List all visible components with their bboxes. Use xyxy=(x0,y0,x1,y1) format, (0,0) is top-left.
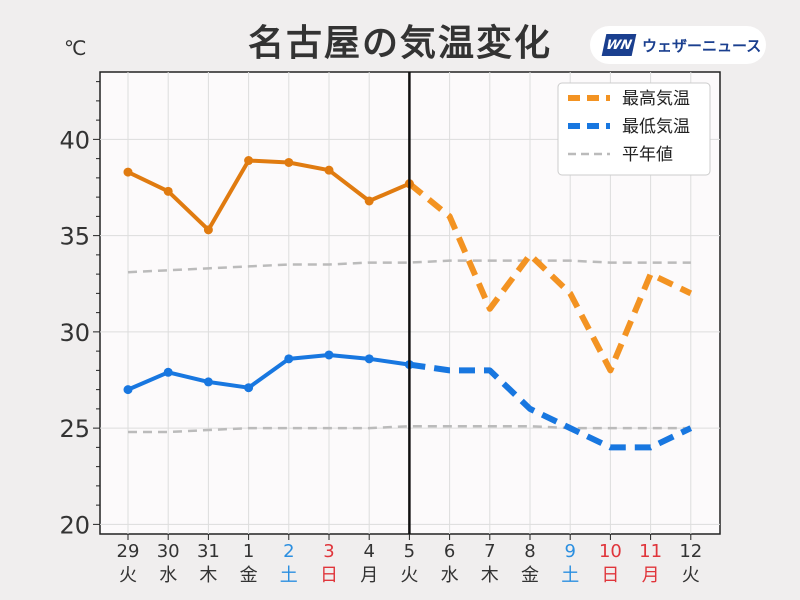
x-tick-label-date: 8 xyxy=(524,541,535,562)
high-observed-line xyxy=(127,158,411,232)
y-axis: 20 25 30 35 40 xyxy=(59,81,100,539)
x-tick-label-date: 10 xyxy=(599,541,622,562)
legend-label: 最低気温 xyxy=(622,117,690,137)
x-tick-label-dow: 土 xyxy=(561,565,579,586)
x-tick-label-dow: 水 xyxy=(159,565,177,586)
logo-text: ウェザーニュース xyxy=(642,36,762,55)
x-tick-label-date: 1 xyxy=(243,541,254,562)
high-point xyxy=(203,225,213,235)
high-point xyxy=(284,157,294,167)
x-tick-label-dow: 土 xyxy=(280,565,298,586)
low-point xyxy=(364,354,374,364)
x-tick-label-date: 30 xyxy=(157,541,180,562)
x-tick-label-date: 4 xyxy=(363,541,374,562)
x-tick-label-date: 3 xyxy=(323,541,334,562)
low-point xyxy=(163,367,173,377)
x-tick-label-dow: 月 xyxy=(360,565,378,586)
low-observed-line xyxy=(127,352,410,392)
y-tick-label: 25 xyxy=(59,415,90,443)
legend-label: 最高気温 xyxy=(622,89,690,109)
x-tick-label-date: 31 xyxy=(197,541,220,562)
low-forecast-line xyxy=(408,361,693,451)
y-tick-label: 35 xyxy=(59,223,90,251)
x-tick-label-dow: 木 xyxy=(199,565,217,586)
x-tick-label-date: 12 xyxy=(679,541,702,562)
high-point xyxy=(123,167,133,177)
x-tick-label-date: 5 xyxy=(404,541,415,562)
low-point xyxy=(123,385,133,395)
normal-line-normal_high xyxy=(127,259,691,274)
y-tick-label: 40 xyxy=(59,126,90,154)
x-tick-label-dow: 火 xyxy=(400,565,418,586)
x-tick-label-dow: 水 xyxy=(441,565,459,586)
low-point xyxy=(244,383,254,393)
x-tick-label-dow: 火 xyxy=(682,565,700,586)
x-tick-label-date: 9 xyxy=(564,541,575,562)
x-tick-label-date: 7 xyxy=(484,541,495,562)
high-point xyxy=(244,156,254,166)
x-tick-label-dow: 木 xyxy=(481,565,499,586)
high-point xyxy=(364,196,374,206)
x-tick-label-date: 6 xyxy=(444,541,455,562)
x-tick-label-dow: 月 xyxy=(642,565,660,586)
x-tick-label-dow: 金 xyxy=(240,565,258,586)
x-tick-label-date: 11 xyxy=(639,541,662,562)
low-point xyxy=(284,354,294,364)
weathernews-logo: WN ウェザーニュース xyxy=(590,26,766,64)
high-point xyxy=(163,186,173,196)
normal-lines xyxy=(127,259,691,434)
low-point xyxy=(324,350,334,360)
series-lines xyxy=(123,156,693,451)
y-tick-label: 20 xyxy=(59,511,90,539)
x-tick-label-dow: 金 xyxy=(521,565,539,586)
x-tick-label-dow: 日 xyxy=(320,565,338,586)
high-point xyxy=(324,165,334,175)
x-axis: 29 火 30 水 31 木 1 金 2 土 3 日 4 月 5 火 6 水 7 木 8 金 9 土 10 日 11 月 12 火 xyxy=(117,534,702,586)
x-tick-label-date: 2 xyxy=(283,541,294,562)
low-point xyxy=(203,377,213,387)
x-tick-label-dow: 日 xyxy=(601,565,619,586)
chart-title: 名古屋の気温変化 xyxy=(247,23,552,64)
y-tick-label: 30 xyxy=(59,319,90,347)
x-tick-label-dow: 火 xyxy=(119,565,137,586)
legend-label: 平年値 xyxy=(622,145,673,165)
x-tick-label-date: 29 xyxy=(117,541,140,562)
normal-line-normal_low xyxy=(128,424,691,434)
y-axis-unit: ℃ xyxy=(64,36,87,60)
